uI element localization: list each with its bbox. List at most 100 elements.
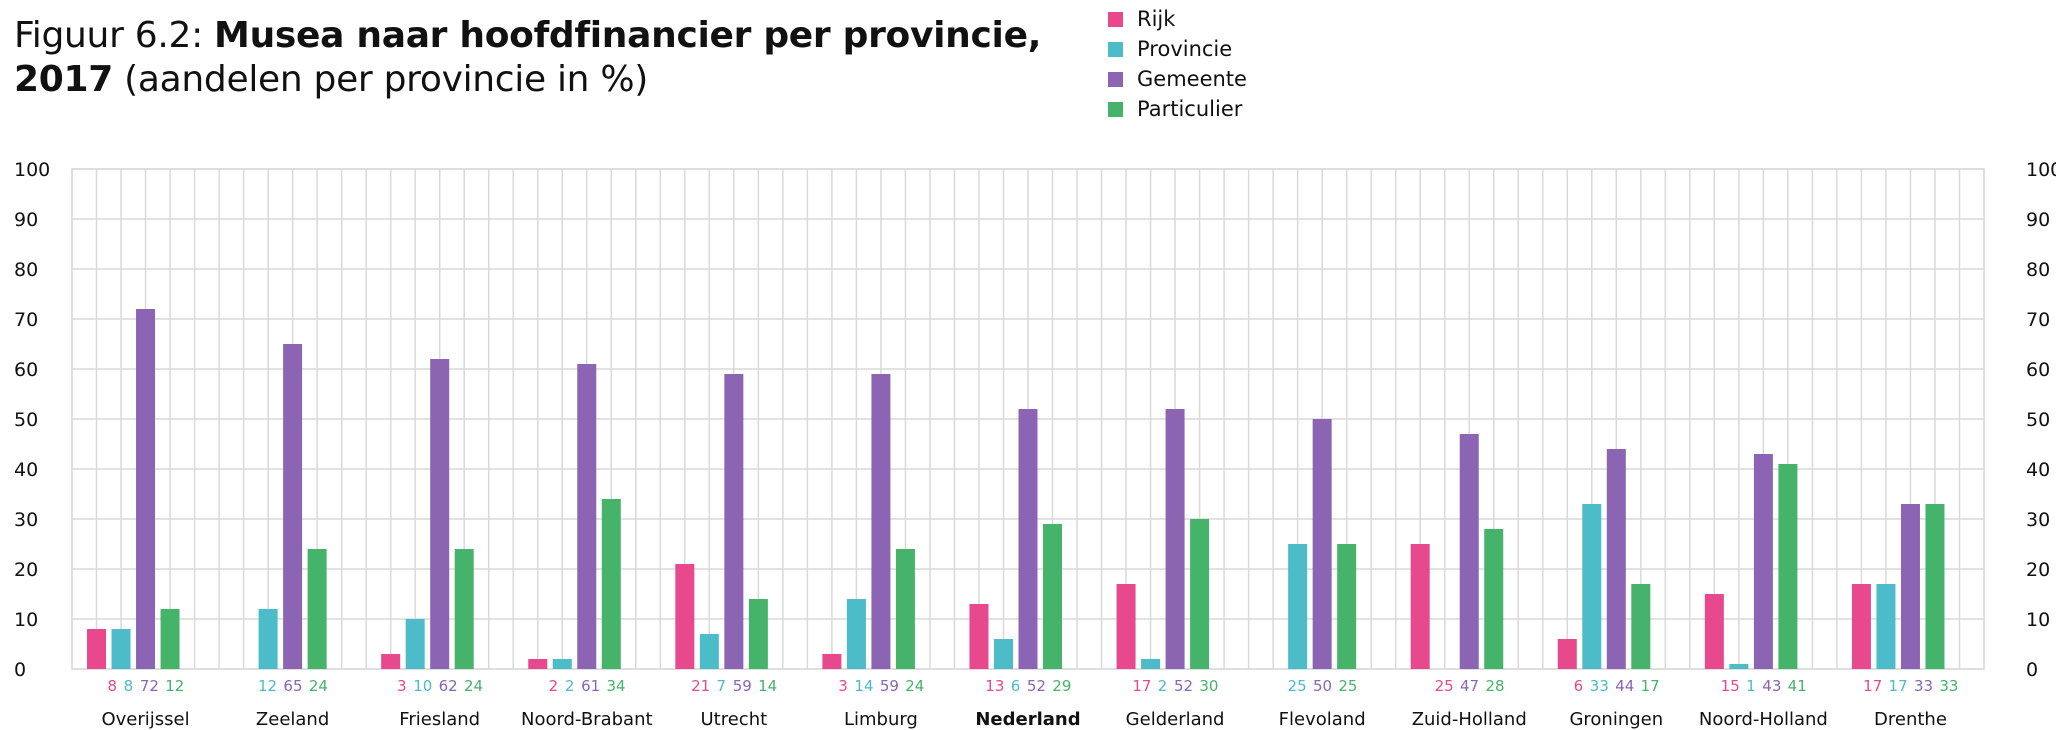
x-tick-label-zuid-holland: Zuid-Holland <box>1412 709 1527 730</box>
y-tick-label-left-0: 0 <box>14 659 26 681</box>
x-tick-label-flevoland: Flevoland <box>1279 709 1366 730</box>
data-label-particulier-nederland: 29 <box>1052 677 1071 695</box>
data-label-provincie-gelderland: 2 <box>1158 677 1168 695</box>
data-label-gemeente-gelderland: 52 <box>1174 677 1193 695</box>
data-label-gemeente-limburg: 59 <box>880 677 899 695</box>
legend-item-provincie: Provincie <box>1108 34 1247 64</box>
bar-gemeente-gelderland <box>1165 409 1185 669</box>
bar-rijk-noord-holland <box>1704 594 1724 669</box>
data-label-particulier-zuid-holland: 28 <box>1485 677 1504 695</box>
data-label-rijk-friesland: 3 <box>397 677 407 695</box>
bar-provincie-flevoland <box>1288 544 1308 669</box>
bar-gemeente-friesland <box>430 359 450 669</box>
data-label-particulier-limburg: 24 <box>905 677 924 695</box>
x-tick-label-limburg: Limburg <box>844 709 918 730</box>
bar-rijk-gelderland <box>1116 584 1136 669</box>
data-label-rijk-overijssel: 8 <box>107 677 117 695</box>
legend-item-rijk: Rijk <box>1108 4 1247 34</box>
bar-rijk-noord-brabant <box>528 659 548 669</box>
bar-provincie-drenthe <box>1876 584 1896 669</box>
y-tick-label-right-50: 50 <box>2026 409 2050 431</box>
bar-particulier-noord-holland <box>1778 464 1798 669</box>
bar-gemeente-noord-brabant <box>577 364 597 669</box>
legend-swatch-particulier <box>1108 101 1123 117</box>
legend-label-gemeente: Gemeente <box>1137 67 1247 91</box>
x-tick-label-utrecht: Utrecht <box>701 709 768 730</box>
y-tick-label-right-0: 0 <box>2026 659 2038 681</box>
bar-provincie-limburg <box>846 599 866 669</box>
data-label-rijk-noord-holland: 15 <box>1721 677 1740 695</box>
data-label-particulier-zeeland: 24 <box>309 677 328 695</box>
x-tick-label-noord-holland: Noord-Holland <box>1699 709 1828 730</box>
bar-gemeente-flevoland <box>1312 419 1332 669</box>
data-label-rijk-groningen: 6 <box>1574 677 1584 695</box>
data-label-rijk-drenthe: 17 <box>1863 677 1882 695</box>
y-tick-label-left-70: 70 <box>14 309 38 331</box>
y-tick-label-left-90: 90 <box>14 209 38 231</box>
legend-swatch-rijk <box>1108 11 1123 27</box>
y-tick-label-right-100: 100 <box>2026 159 2056 181</box>
y-tick-label-right-60: 60 <box>2026 359 2050 381</box>
bar-gemeente-groningen <box>1606 449 1626 669</box>
data-label-particulier-noord-holland: 41 <box>1788 677 1807 695</box>
bar-gemeente-zuid-holland <box>1459 434 1479 669</box>
bar-provincie-groningen <box>1582 504 1602 669</box>
title-prefix: Figuur 6.2: <box>14 15 215 56</box>
data-label-provincie-overijssel: 8 <box>124 677 134 695</box>
data-label-provincie-zeeland: 12 <box>258 677 277 695</box>
data-label-gemeente-zeeland: 65 <box>283 677 302 695</box>
data-label-rijk-limburg: 3 <box>838 677 848 695</box>
x-tick-label-nederland: Nederland <box>975 709 1080 730</box>
bar-gemeente-noord-holland <box>1753 454 1773 669</box>
bar-provincie-zeeland <box>258 609 278 669</box>
chart-title: Figuur 6.2: Musea naar hoofdfinancier pe… <box>14 14 1074 102</box>
y-tick-label-right-80: 80 <box>2026 259 2050 281</box>
data-label-provincie-friesland: 10 <box>413 677 432 695</box>
bar-provincie-noord-brabant <box>552 659 572 669</box>
data-label-rijk-noord-brabant: 2 <box>549 677 559 695</box>
bar-particulier-zeeland <box>307 549 327 669</box>
data-label-particulier-overijssel: 12 <box>165 677 184 695</box>
bar-rijk-friesland <box>381 654 401 669</box>
data-label-gemeente-nederland: 52 <box>1027 677 1046 695</box>
x-tick-label-groningen: Groningen <box>1569 709 1663 730</box>
y-tick-label-left-100: 100 <box>14 159 50 181</box>
data-label-provincie-nederland: 6 <box>1011 677 1021 695</box>
y-tick-label-left-60: 60 <box>14 359 38 381</box>
legend-label-provincie: Provincie <box>1137 37 1233 61</box>
bar-particulier-noord-brabant <box>601 499 621 669</box>
y-tick-label-left-40: 40 <box>14 459 38 481</box>
x-tick-label-friesland: Friesland <box>399 709 480 730</box>
legend-swatch-gemeente <box>1108 71 1123 87</box>
data-label-provincie-noord-holland: 1 <box>1746 677 1756 695</box>
title-rest: (aandelen per provincie in %) <box>113 59 648 100</box>
data-label-particulier-flevoland: 25 <box>1338 677 1357 695</box>
data-label-gemeente-zuid-holland: 47 <box>1460 677 1479 695</box>
bar-gemeente-drenthe <box>1900 504 1920 669</box>
bar-rijk-groningen <box>1557 639 1577 669</box>
title-bold: Musea naar hoofdfinancier per provincie,… <box>14 15 1042 100</box>
x-tick-label-overijssel: Overijssel <box>101 709 189 730</box>
data-label-gemeente-utrecht: 59 <box>733 677 752 695</box>
data-label-provincie-utrecht: 7 <box>717 677 727 695</box>
bar-particulier-overijssel <box>160 609 180 669</box>
y-tick-label-left-80: 80 <box>14 259 38 281</box>
legend: Rijk Provincie Gemeente Particulier <box>1108 4 1247 124</box>
bar-particulier-zuid-holland <box>1484 529 1504 669</box>
data-label-provincie-limburg: 14 <box>854 677 873 695</box>
bar-provincie-nederland <box>993 639 1013 669</box>
data-label-particulier-noord-brabant: 34 <box>606 677 625 695</box>
bar-rijk-overijssel <box>87 629 107 669</box>
data-label-gemeente-overijssel: 72 <box>140 677 159 695</box>
bar-provincie-gelderland <box>1141 659 1161 669</box>
bar-provincie-overijssel <box>111 629 131 669</box>
bar-gemeente-limburg <box>871 374 891 669</box>
y-tick-label-left-10: 10 <box>14 609 38 631</box>
bar-particulier-limburg <box>895 549 915 669</box>
bar-gemeente-nederland <box>1018 409 1038 669</box>
y-tick-label-right-70: 70 <box>2026 309 2050 331</box>
data-label-particulier-groningen: 17 <box>1641 677 1660 695</box>
y-tick-label-right-90: 90 <box>2026 209 2050 231</box>
bar-rijk-utrecht <box>675 564 695 669</box>
